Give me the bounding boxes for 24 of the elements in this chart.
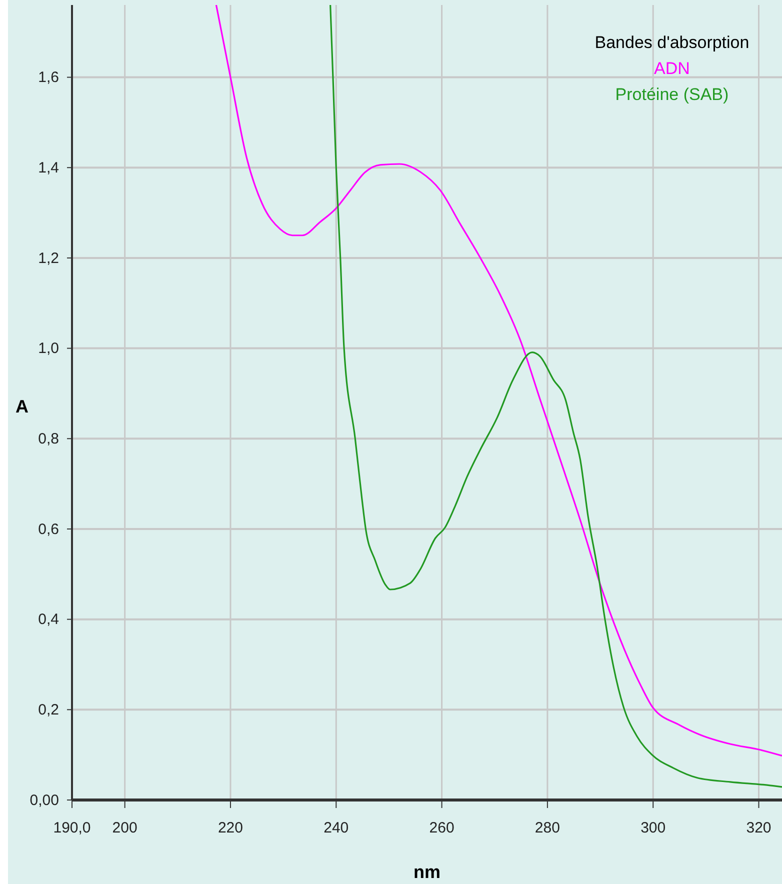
legend-title: Bandes d'absorption — [594, 33, 750, 52]
line-series — [215, 5, 782, 757]
x-tick-label: 320 — [746, 820, 772, 837]
y-tick-label: 0,6 — [38, 520, 59, 538]
x-tick-label: 200 — [112, 820, 138, 837]
y-tick-label: 1,4 — [38, 159, 59, 176]
y-tick-label: 1,0 — [38, 340, 59, 358]
line-series — [330, 5, 782, 788]
text: ADN — [654, 59, 690, 78]
y-axis-title: A — [16, 396, 28, 416]
y-tick-label: 0,00 — [30, 792, 59, 809]
y-tick-label: 0,2 — [38, 701, 59, 718]
y-tick-label: 0,4 — [38, 611, 59, 628]
x-tick-label: 280 — [534, 820, 560, 837]
x-axis-title: nm — [414, 862, 440, 882]
y-tick-label: 1,6 — [38, 69, 59, 86]
x-tick-label: 260 — [429, 820, 454, 837]
y-tick-label: 1,2 — [38, 250, 59, 267]
x-tick-label: 300 — [640, 820, 666, 837]
text: Protéine (SAB) — [615, 85, 729, 104]
y-tick-label: 0,8 — [38, 430, 59, 448]
x-tick-label: 220 — [218, 820, 243, 837]
x-tick-label: 190,0 — [53, 820, 91, 837]
x-tick-label: 240 — [324, 820, 349, 837]
